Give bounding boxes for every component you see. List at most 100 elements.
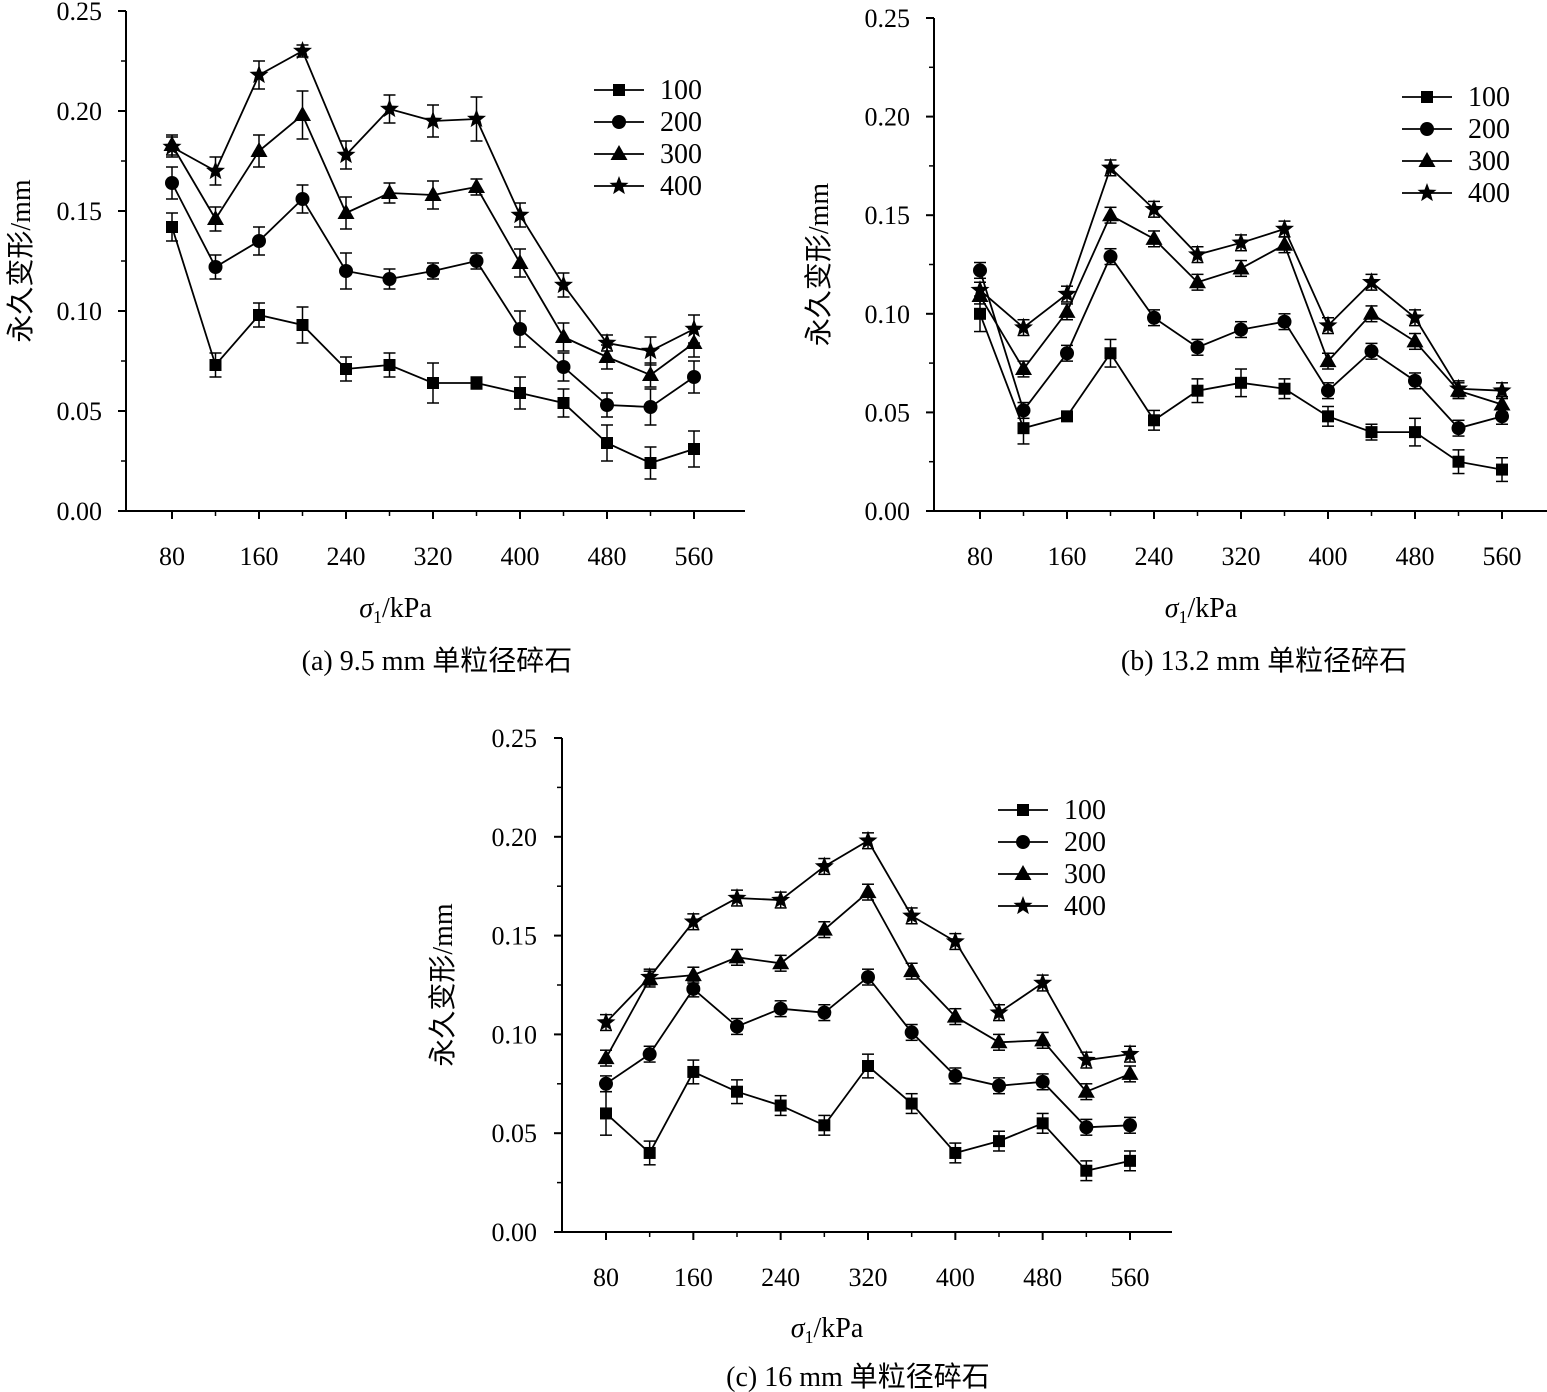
data-point [687,370,701,384]
legend-marker-square [1017,804,1029,816]
legend-marker-star [1013,896,1033,915]
chart-panel-2: 0.00 0.05 0.10 0.15 0.20 0.25 80 160 240 320 400 48… [803,4,1547,677]
data-point [730,1019,744,1034]
data-point [513,322,527,336]
data-point [1321,383,1335,398]
data-point [1235,376,1247,389]
data-point [1276,235,1293,251]
data-point [946,1007,964,1023]
data-point [683,911,703,930]
data-point [1322,410,1334,423]
series-line [979,166,1503,392]
y-tick-label: 0.00 [492,1218,538,1247]
data-point [207,210,224,225]
data-point [644,457,657,469]
data-point [1493,395,1511,411]
data-point [600,1107,612,1120]
legend-marker-circle [612,115,626,129]
data-point [948,1068,963,1083]
data-point [1061,410,1073,423]
y-axis-title: 永久变形/mm [427,903,459,1067]
data-point [686,981,701,996]
data-point [1076,1050,1096,1069]
data-point [774,1099,787,1112]
x-tick-label: 160 [674,1263,713,1292]
series-300 [597,883,1139,1101]
y-tick-label: 0.05 [865,398,911,427]
x-tick-label: 240 [1135,542,1174,571]
y-tick-label: 0.15 [865,201,911,230]
data-point [424,186,442,201]
data-point [1100,157,1121,176]
legend-label: 200 [660,107,702,138]
data-point [337,204,355,219]
chart-panel-3: 0.00 0.05 0.10 0.15 0.20 0.25 80 160 240 320 400 48… [427,724,1172,1392]
series-line [605,839,1131,1062]
x-tick-label: 400 [1309,542,1348,571]
data-point [597,1049,615,1065]
x-axis-title: σ1/kPa [791,1313,864,1347]
data-point [165,176,179,190]
x-axis-title: σ1/kPa [359,593,432,627]
series-400 [596,830,1140,1069]
x-tick-label: 480 [1396,542,1435,571]
x-tick-label: 480 [1023,1263,1062,1292]
data-point [468,178,485,193]
data-point [903,962,921,978]
y-tick-label: 0.10 [57,297,103,326]
x-tick-label: 560 [1111,1263,1150,1292]
series-200 [165,166,701,426]
data-point [728,948,746,964]
data-point [859,883,877,899]
data-point [1363,304,1380,320]
data-point [1077,1082,1095,1098]
data-point [205,161,226,180]
data-point [1120,1044,1140,1063]
series-300 [163,90,703,388]
data-point [382,272,397,286]
data-point [772,954,790,970]
data-point [510,205,530,224]
data-point [597,333,617,352]
data-point [1121,1064,1139,1080]
y-axis-title: 永久变形/mm [5,179,37,343]
data-point [817,1005,832,1020]
data-point [601,437,613,449]
legend-label: 400 [1064,891,1106,922]
data-point [1451,421,1466,436]
data-point [861,970,875,985]
data-point [340,363,352,375]
data-point [642,1047,657,1062]
data-point [1145,229,1163,245]
y-tick-label: 0.25 [57,0,103,26]
panel-caption: (b) 13.2 mm 单粒径碎石 [1121,645,1407,677]
legend-marker-circle [1420,122,1434,136]
data-point [600,398,614,412]
data-point [1104,347,1117,360]
data-point [294,106,311,121]
data-point [688,443,700,455]
data-point [1361,272,1382,291]
data-point [1319,352,1337,368]
data-point [684,319,704,338]
panel-caption: (c) 16 mm 单粒径碎石 [726,1361,990,1392]
data-point [970,280,990,299]
data-point [771,890,791,909]
series-200 [599,968,1137,1136]
data-point [1123,1118,1137,1133]
y-tick-label: 0.00 [865,497,911,526]
legend-label: 300 [1468,146,1510,177]
data-point [640,967,660,986]
y-tick-label: 0.05 [492,1119,538,1148]
data-point [1278,382,1291,395]
series-400 [162,41,704,366]
data-point [1144,199,1164,218]
data-point [249,65,269,84]
series-line [979,254,1503,430]
x-tick-label: 240 [327,542,366,571]
data-point [640,341,661,360]
